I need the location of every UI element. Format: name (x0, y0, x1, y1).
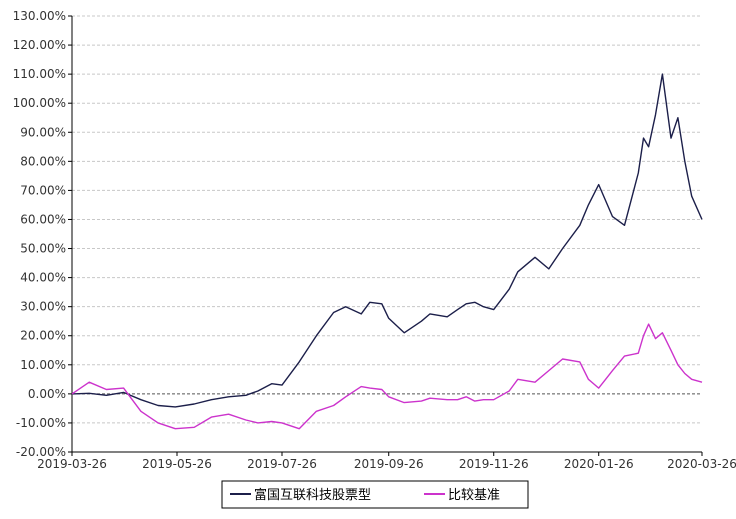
x-tick-label: 2020-01-26 (564, 457, 634, 471)
y-tick-label: -20.00% (16, 445, 66, 459)
y-tick-label: 30.00% (20, 300, 66, 314)
y-tick-label: 110.00% (13, 67, 66, 81)
x-tick-labels: 2019-03-26 2019-05-26 2019-07-26 2019-09-26… (37, 457, 736, 471)
series-line-1 (71, 323, 703, 430)
y-tick-label: 0.00% (28, 387, 66, 401)
y-tick-label: 70.00% (20, 183, 66, 197)
y-tick-label: 100.00% (13, 96, 66, 110)
x-tick-label: 2019-11-26 (459, 457, 529, 471)
grid (72, 15, 702, 424)
axes (68, 15, 703, 456)
y-tick-label: 90.00% (20, 125, 66, 139)
y-tick-label: 40.00% (20, 271, 66, 285)
x-tick-label: 2020-03-26 (667, 457, 736, 471)
y-tick-label: 120.00% (13, 38, 66, 52)
legend-box (221, 480, 529, 509)
y-tick-label: 20.00% (20, 329, 66, 343)
series-lines (71, 73, 703, 430)
legend: 富国互联科技股票型 比较基准 (221, 480, 529, 509)
y-tick-label: 80.00% (20, 154, 66, 168)
x-tick-label: 2019-09-26 (354, 457, 424, 471)
x-tick-label: 2019-05-26 (142, 457, 212, 471)
y-tick-label: 60.00% (20, 212, 66, 226)
x-tick-label: 2019-03-26 (37, 457, 107, 471)
y-tick-label: 10.00% (20, 358, 66, 372)
legend-label-0: 富国互联科技股票型 (254, 487, 371, 503)
y-tick-label: 50.00% (20, 242, 66, 256)
series-line-0 (71, 73, 703, 408)
x-tick-label: 2019-07-26 (247, 457, 317, 471)
legend-label-1: 比较基准 (448, 488, 500, 503)
y-tick-labels: -20.00% -10.00% 0.00% 10.00% 20.00% 30.00% 40.… (13, 9, 66, 459)
y-tick-label: 130.00% (13, 9, 66, 23)
y-tick-label: -10.00% (16, 416, 66, 430)
